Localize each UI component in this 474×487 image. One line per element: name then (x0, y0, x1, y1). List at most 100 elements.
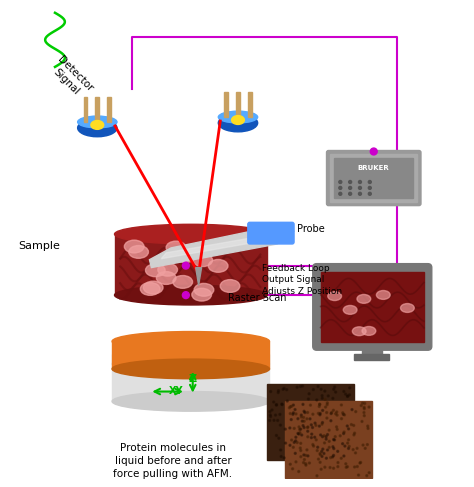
Ellipse shape (336, 429, 338, 431)
Ellipse shape (290, 406, 292, 408)
Bar (362, 342, 382, 356)
Ellipse shape (274, 414, 276, 416)
Ellipse shape (302, 416, 305, 418)
Ellipse shape (314, 436, 316, 438)
Ellipse shape (324, 390, 326, 392)
Text: Z: Z (189, 374, 197, 384)
FancyBboxPatch shape (248, 223, 294, 244)
Ellipse shape (362, 444, 364, 446)
Ellipse shape (342, 443, 344, 445)
Ellipse shape (310, 437, 312, 439)
Ellipse shape (319, 452, 321, 454)
Ellipse shape (320, 468, 322, 470)
Ellipse shape (327, 433, 328, 435)
Ellipse shape (143, 281, 163, 294)
Ellipse shape (342, 413, 345, 415)
Ellipse shape (356, 448, 358, 450)
Ellipse shape (348, 394, 350, 396)
Ellipse shape (319, 461, 321, 463)
Ellipse shape (269, 411, 271, 412)
Ellipse shape (321, 436, 323, 438)
Ellipse shape (289, 463, 292, 465)
Ellipse shape (368, 472, 370, 474)
Ellipse shape (314, 422, 316, 424)
Bar (107, 97, 111, 122)
Ellipse shape (270, 391, 272, 393)
Ellipse shape (269, 414, 271, 416)
Ellipse shape (311, 433, 313, 435)
Ellipse shape (330, 420, 332, 422)
Ellipse shape (339, 192, 342, 195)
Ellipse shape (323, 435, 325, 437)
Ellipse shape (349, 192, 352, 195)
Ellipse shape (343, 455, 345, 457)
Ellipse shape (284, 428, 286, 430)
Ellipse shape (321, 397, 323, 399)
Ellipse shape (303, 459, 305, 461)
Ellipse shape (192, 288, 211, 301)
Bar (112, 341, 269, 369)
Ellipse shape (291, 405, 292, 407)
Ellipse shape (286, 389, 288, 391)
Ellipse shape (325, 436, 327, 438)
Ellipse shape (349, 181, 352, 184)
Ellipse shape (358, 187, 362, 189)
Ellipse shape (328, 429, 330, 431)
Ellipse shape (316, 399, 318, 401)
Ellipse shape (124, 240, 144, 253)
Ellipse shape (275, 404, 277, 406)
Ellipse shape (303, 410, 305, 412)
Ellipse shape (182, 292, 189, 299)
Ellipse shape (343, 432, 345, 434)
Ellipse shape (281, 403, 283, 405)
Ellipse shape (278, 390, 280, 392)
Ellipse shape (327, 395, 329, 397)
Ellipse shape (284, 442, 287, 444)
Ellipse shape (318, 458, 319, 460)
Ellipse shape (295, 440, 297, 442)
Ellipse shape (306, 418, 308, 420)
Ellipse shape (182, 262, 189, 269)
Ellipse shape (310, 404, 311, 406)
Ellipse shape (401, 303, 414, 313)
Ellipse shape (302, 462, 304, 464)
Ellipse shape (307, 430, 309, 432)
Ellipse shape (368, 181, 371, 184)
Ellipse shape (296, 442, 298, 444)
Bar (224, 93, 228, 117)
Ellipse shape (321, 394, 323, 396)
Ellipse shape (306, 449, 308, 451)
Ellipse shape (289, 427, 291, 429)
Ellipse shape (326, 412, 328, 413)
Text: Raster Scan: Raster Scan (228, 293, 287, 303)
Ellipse shape (366, 475, 368, 477)
Text: Protein molecules in
liquid before and after
force pulling with AFM.: Protein molecules in liquid before and a… (113, 443, 233, 479)
Ellipse shape (296, 386, 298, 388)
Ellipse shape (277, 419, 279, 421)
Text: Probe: Probe (297, 224, 325, 234)
Ellipse shape (303, 427, 305, 429)
Ellipse shape (310, 424, 312, 426)
Ellipse shape (328, 440, 330, 442)
Ellipse shape (273, 401, 274, 403)
Bar (320, 272, 424, 342)
Ellipse shape (305, 463, 307, 465)
Ellipse shape (292, 412, 294, 414)
Ellipse shape (334, 386, 336, 388)
Ellipse shape (292, 404, 294, 406)
Ellipse shape (315, 424, 317, 427)
Ellipse shape (359, 462, 361, 464)
Ellipse shape (362, 326, 376, 336)
Ellipse shape (219, 114, 258, 132)
Ellipse shape (363, 408, 365, 410)
Ellipse shape (336, 414, 338, 416)
Ellipse shape (327, 402, 328, 404)
Ellipse shape (325, 406, 327, 408)
Ellipse shape (300, 428, 301, 430)
Ellipse shape (278, 437, 280, 439)
Ellipse shape (112, 332, 269, 351)
Ellipse shape (360, 405, 362, 407)
Ellipse shape (328, 447, 330, 449)
Ellipse shape (280, 455, 282, 457)
Ellipse shape (326, 404, 328, 406)
